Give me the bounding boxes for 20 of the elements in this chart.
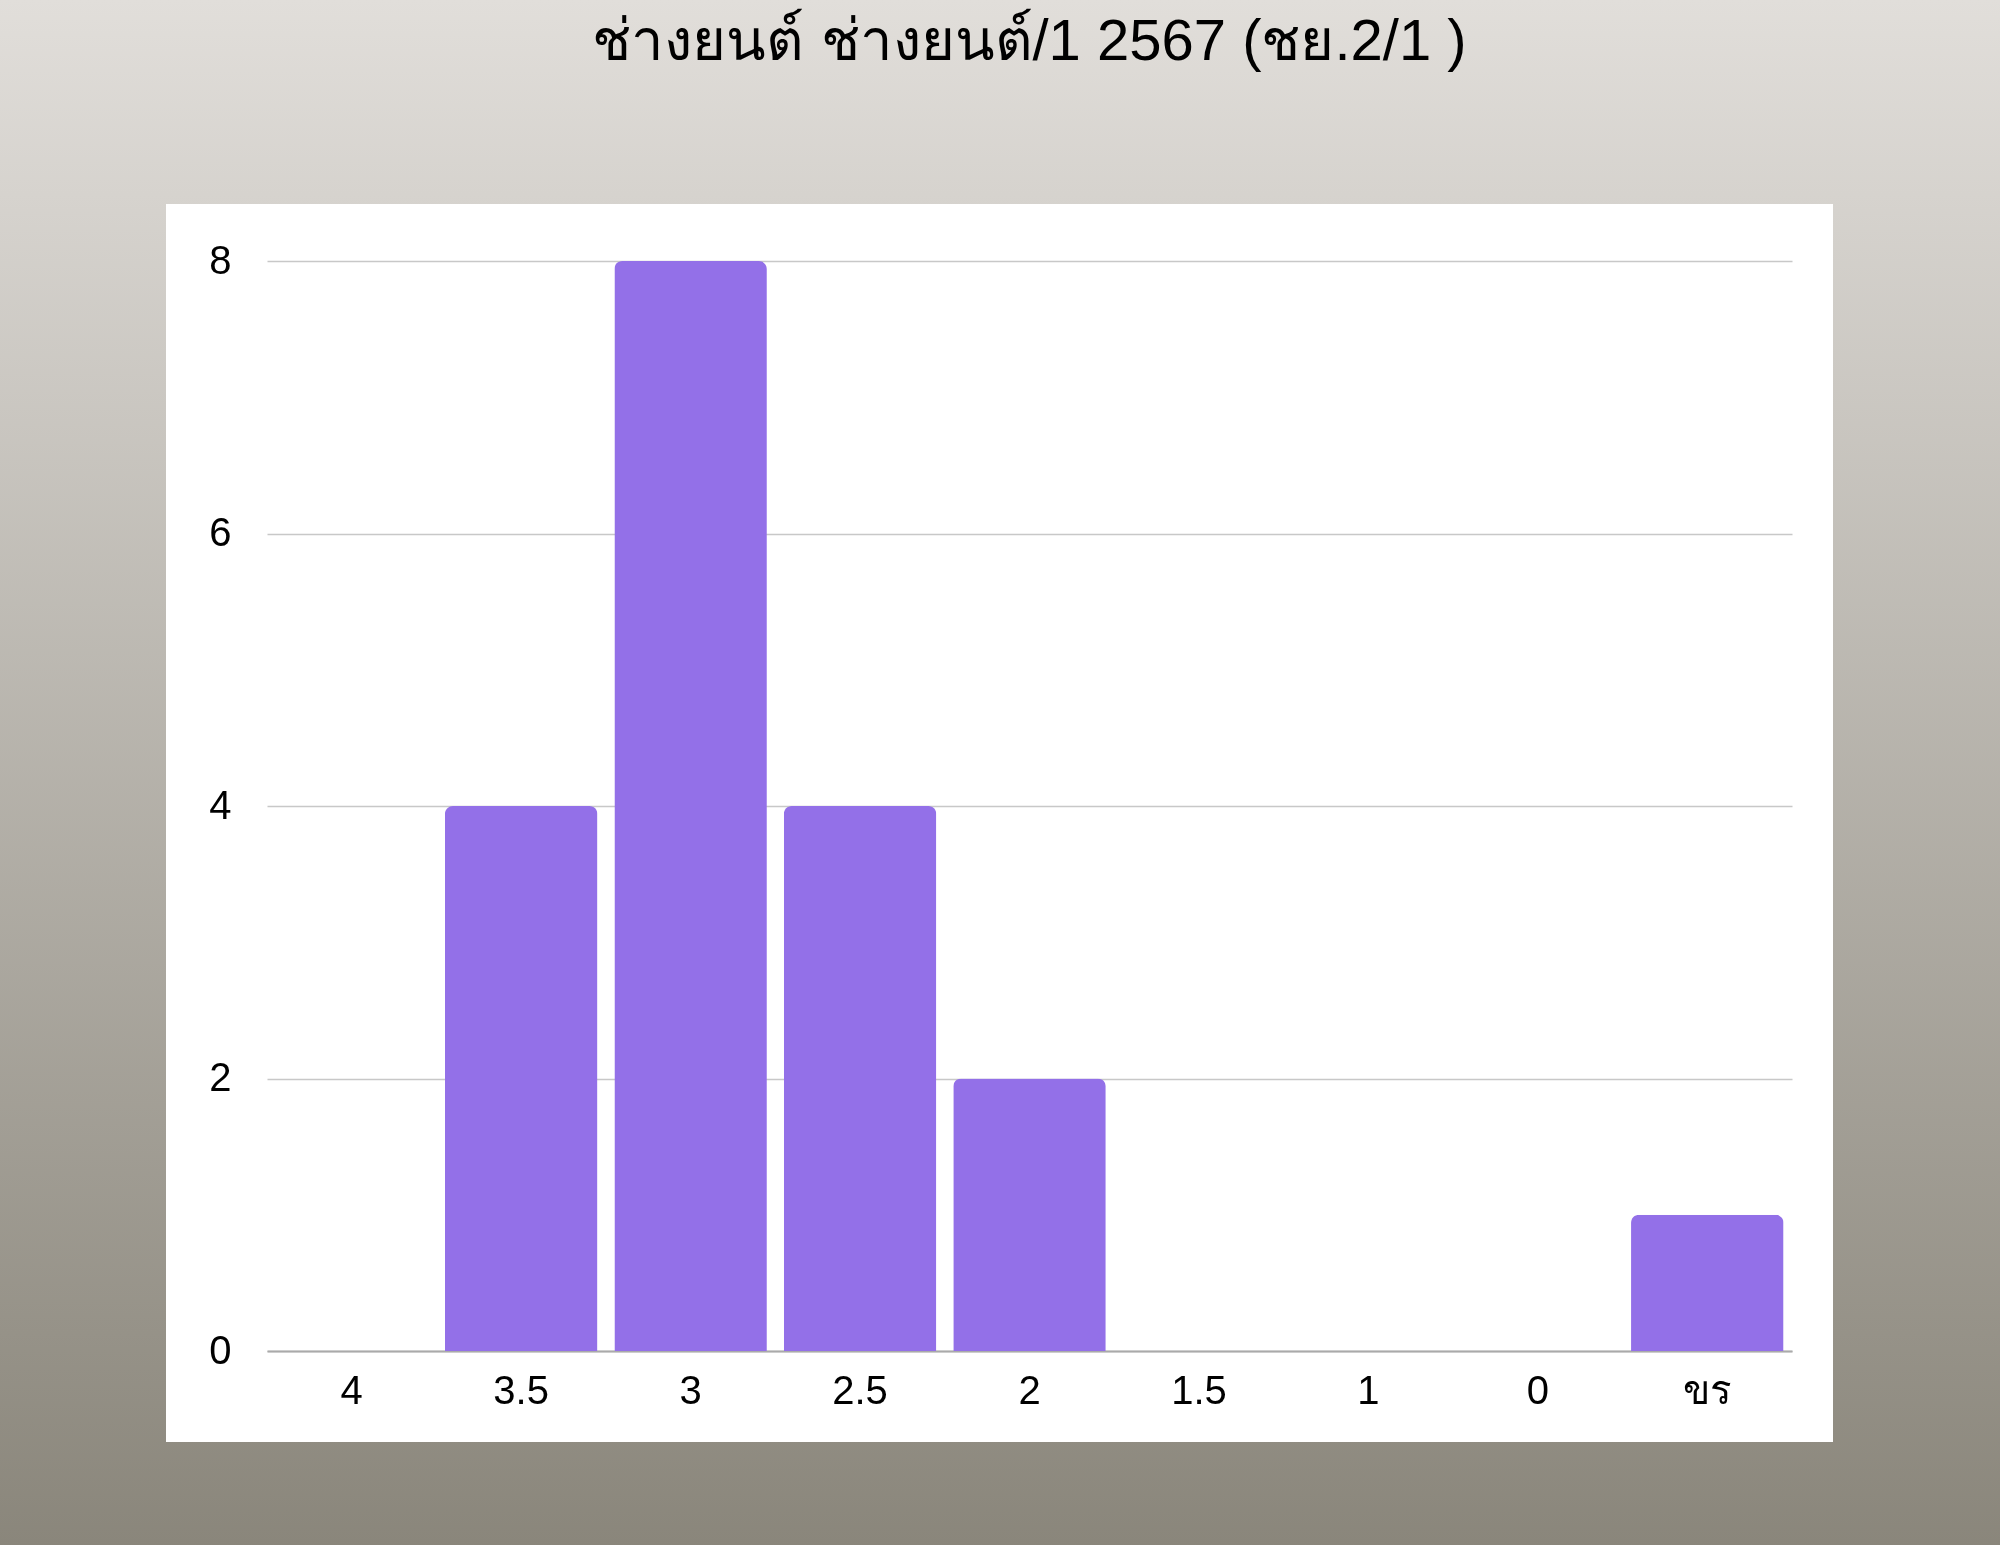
bar [953,1078,1106,1351]
y-tick-label: 6 [209,510,232,554]
x-tick-label: 1 [1357,1367,1380,1412]
y-tick-label: 2 [209,1055,232,1099]
chart-title: ช่างยนต์ ช่างยนต์/1 2567 (ชย.2/1 ) [592,7,1467,72]
y-tick-label: 0 [209,1327,232,1372]
x-tick-label: 3 [679,1367,702,1412]
x-tick-label: 0 [1526,1367,1549,1412]
bar [1631,1214,1784,1351]
x-tick-label: ขร [1683,1367,1732,1412]
y-tick-label: 8 [209,237,232,282]
y-tick-label: 4 [209,782,232,827]
x-tick-label: 2.5 [832,1367,888,1412]
bar [783,806,937,1351]
bar [614,261,767,1351]
bar [444,806,598,1351]
x-tick-label: 1.5 [1171,1367,1227,1412]
x-tick-label: 3.5 [493,1367,549,1412]
x-tick-label: 4 [340,1367,363,1412]
x-tick-label: 2 [1018,1367,1041,1412]
